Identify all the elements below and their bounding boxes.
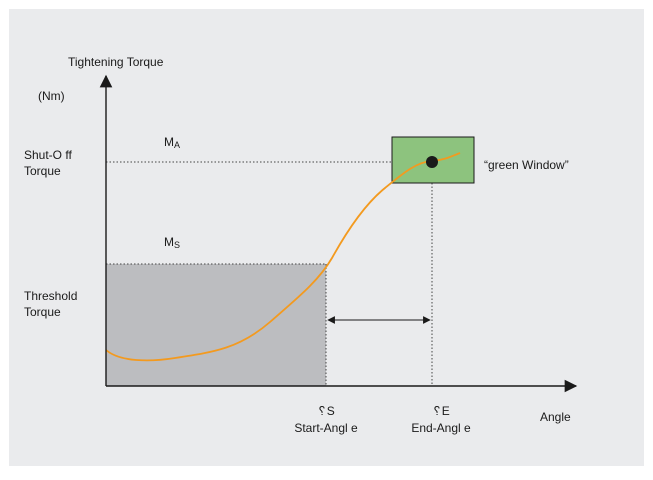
ms-label-sub: S — [174, 240, 180, 250]
x-axis-title: Angle — [540, 410, 571, 424]
target-point — [426, 156, 438, 168]
ms-label-main: M — [164, 235, 174, 249]
ma-label-sub: A — [174, 140, 180, 150]
green-window-label: “green Window” — [484, 158, 569, 172]
y-axis-title: Tightening Torque — [68, 55, 164, 69]
shutoff-torque-label-line1: Shut-O ff — [24, 148, 72, 162]
start-angle-label: Start-Angl e — [294, 421, 358, 435]
background-panel — [9, 9, 644, 466]
start-angle-symbol: ␦S — [317, 404, 335, 418]
y-axis-unit: (Nm) — [38, 89, 65, 103]
end-angle-symbol: ␦E — [432, 404, 450, 418]
threshold-region — [106, 264, 326, 386]
shutoff-torque-label-line2: Torque — [24, 164, 61, 178]
end-angle-label: End-Angl e — [411, 421, 471, 435]
ma-label: MA — [164, 135, 180, 150]
threshold-torque-label-line1: Threshold — [24, 289, 77, 303]
ma-label-main: M — [164, 135, 174, 149]
threshold-torque-label-line2: Torque — [24, 305, 61, 319]
ms-label: MS — [164, 235, 180, 250]
